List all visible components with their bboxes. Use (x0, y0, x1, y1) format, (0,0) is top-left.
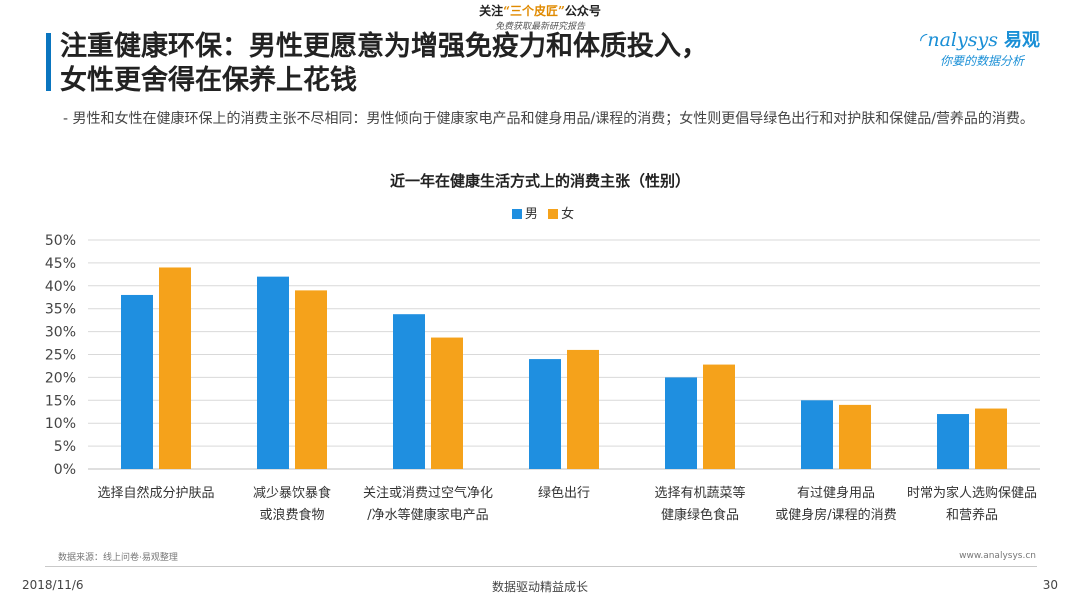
bar-male (801, 400, 833, 469)
x-tick-label: 关注或消费过空气净化 (363, 485, 493, 501)
footer-date: 2018/11/6 (22, 578, 84, 592)
logo-brand-cn: 易观 (1004, 30, 1041, 51)
bar-male (393, 314, 425, 469)
bar-female (975, 408, 1007, 469)
legend-swatch-male (511, 208, 522, 219)
bar-male (257, 276, 289, 469)
analysys-logo: ◜nalysys 易观 你要的数据分析 (920, 26, 1060, 69)
x-tick-label: 或浪费食物 (259, 507, 324, 523)
bar-female (703, 364, 735, 469)
x-tick-label: 和营养品 (946, 507, 998, 523)
logo-brand: nalysys (927, 29, 998, 51)
y-tick-label: 40% (45, 279, 76, 295)
bar-female (159, 267, 191, 469)
x-tick-label: 选择有机蔬菜等 (654, 485, 745, 501)
y-tick-label: 35% (45, 302, 76, 318)
y-tick-label: 20% (45, 370, 76, 386)
y-tick-label: 45% (45, 256, 76, 272)
y-tick-label: 0% (54, 462, 76, 478)
bar-female (431, 337, 463, 469)
y-tick-label: 5% (54, 439, 76, 455)
x-tick-label: 或健身房/课程的消费 (775, 507, 896, 523)
bar-male (529, 359, 561, 469)
page-title-line2: 女性更舍得在保养上花钱 (60, 65, 357, 96)
y-tick-label: 15% (45, 393, 76, 409)
chart-legend: 男 女 (0, 203, 1080, 222)
legend-label-female: 女 (561, 207, 575, 222)
data-source: 数据来源：线上问卷·易观整理 (58, 553, 178, 563)
bar-male (665, 377, 697, 469)
title-accent-bar (46, 33, 51, 91)
banner-text-b: 公众号 (564, 4, 601, 18)
x-tick-label: /净水等健康家电产品 (367, 507, 488, 523)
subtitle-note: - 男性和女性在健康环保上的消费主张不尽相同：男性倾向于健康家电产品和健身用品/… (63, 111, 1034, 127)
bar-male (121, 294, 153, 469)
legend-swatch-female (548, 208, 559, 219)
y-tick-label: 25% (45, 348, 76, 364)
bar-female (839, 404, 871, 469)
banner-highlight: “三个皮匠” (503, 4, 565, 18)
banner-text-a: 关注 (479, 4, 504, 18)
x-tick-label: 减少暴饮暴食 (253, 485, 331, 501)
footer-divider (45, 566, 1037, 567)
bar-female (567, 349, 599, 469)
x-tick-label: 有过健身用品 (797, 485, 875, 501)
x-tick-label: 健康绿色食品 (661, 507, 739, 523)
bar-female (295, 290, 327, 469)
legend-label-male: 男 (524, 207, 538, 222)
y-tick-label: 10% (45, 416, 76, 432)
y-tick-label: 50% (45, 233, 76, 249)
page-number: 30 (1042, 578, 1058, 592)
page-title: 注重健康环保：男性更愿意为增强免疫力和体质投入， 女性更舍得在保养上花钱 (60, 30, 880, 98)
page-title-line1: 注重健康环保：男性更愿意为增强免疫力和体质投入， (60, 31, 708, 62)
logo-swoosh-icon: ◜ (920, 29, 928, 51)
x-tick-label: 时常为家人选购保健品 (907, 485, 1037, 501)
x-tick-label: 选择自然成分护肤品 (97, 485, 214, 501)
promo-banner: 关注“三个皮匠”公众号 免费获取最新研究报告 (0, 2, 1080, 32)
footer-url: www.analysys.cn (959, 551, 1036, 561)
logo-tagline: 你要的数据分析 (940, 54, 1025, 68)
bar-male (937, 414, 969, 469)
banner-subline: 免费获取最新研究报告 (494, 22, 585, 32)
chart-title: 近一年在健康生活方式上的消费主张（性别） (389, 172, 690, 190)
x-tick-label: 绿色出行 (538, 485, 590, 501)
y-tick-label: 30% (45, 325, 76, 341)
footer-slogan: 数据驱动精益成长 (491, 580, 588, 594)
